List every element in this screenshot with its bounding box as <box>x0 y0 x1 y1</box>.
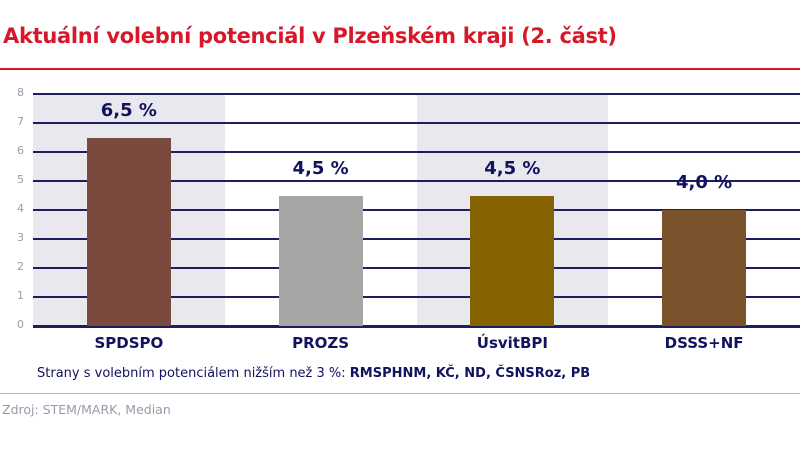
value-label: 4,5 % <box>292 157 349 179</box>
bar-0 <box>86 137 171 326</box>
y-tick-label: 0 <box>17 318 24 331</box>
title-divider <box>0 68 800 70</box>
y-tick-label: 6 <box>17 144 24 157</box>
gridline <box>33 180 800 182</box>
y-tick-label: 4 <box>17 202 24 215</box>
bar-2 <box>470 195 555 326</box>
y-tick-label: 2 <box>17 260 24 273</box>
gridline <box>33 93 800 95</box>
gridline <box>33 151 800 153</box>
bar-3 <box>662 210 747 326</box>
chart-title: Aktuální volební potenciál v Plzeňském k… <box>3 24 617 48</box>
footnote-parties: RMSPHNM, KČ, ND, ČSNSRoz, PB <box>349 366 591 381</box>
source-label: Zdroj: STEM/MARK, Median <box>2 402 171 417</box>
gridline <box>33 296 800 298</box>
gridline <box>33 209 800 211</box>
y-tick-label: 5 <box>17 173 24 186</box>
gridline <box>33 267 800 269</box>
x-category-label: DSSS+NF <box>664 334 744 352</box>
value-label: 4,0 % <box>676 172 733 193</box>
x-category-label: PROZS <box>292 334 350 352</box>
y-tick-label: 3 <box>17 231 24 244</box>
gridline <box>33 238 800 240</box>
bar-1 <box>278 195 363 326</box>
value-label: 4,5 % <box>484 157 541 179</box>
x-category-label: ÚsvitBPI <box>476 334 548 352</box>
footnote-prefix: Strany s volebním potenciálem nižším než… <box>37 366 350 381</box>
gridline <box>33 325 800 328</box>
x-category-label: SPDSPO <box>94 334 164 352</box>
footer-divider <box>0 393 800 394</box>
footnote: Strany s volebním potenciálem nižším než… <box>37 366 590 381</box>
gridline <box>33 122 800 124</box>
value-label: 6,5 % <box>100 99 157 121</box>
y-tick-label: 7 <box>17 115 24 128</box>
y-tick-label: 1 <box>17 289 24 302</box>
y-tick-label: 8 <box>17 86 24 99</box>
